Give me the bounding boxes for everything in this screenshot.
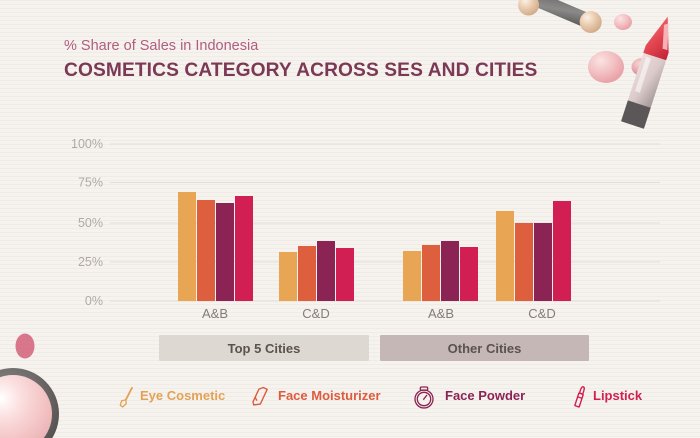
svg-text:100%: 100% xyxy=(71,137,103,151)
svg-text:C&D: C&D xyxy=(528,306,555,321)
svg-text:A&B: A&B xyxy=(428,306,454,321)
svg-text:A&B: A&B xyxy=(202,306,228,321)
svg-text:50%: 50% xyxy=(78,216,103,230)
svg-text:C&D: C&D xyxy=(302,306,329,321)
svg-text:0%: 0% xyxy=(85,294,103,308)
svg-text:25%: 25% xyxy=(78,255,103,269)
svg-text:75%: 75% xyxy=(78,176,103,190)
